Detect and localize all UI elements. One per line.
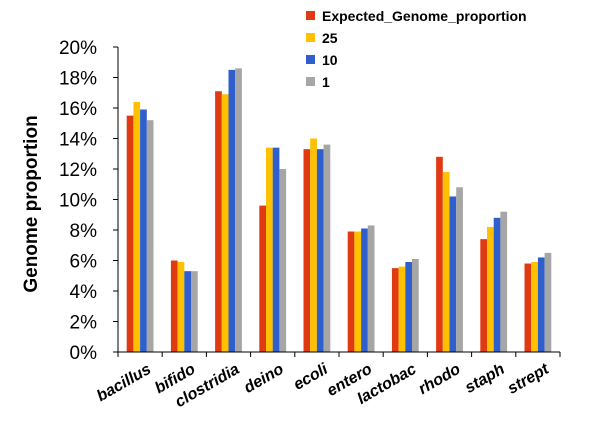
bar-bacillus-series-1	[133, 101, 141, 353]
bar-bacillus-series-2	[140, 109, 147, 353]
bar-staph-series-3	[500, 211, 508, 352]
bar-deino-series-2	[272, 147, 280, 352]
legend: Expected_Genome_proportion 25 10 1	[306, 8, 527, 90]
bar-entero-series-0	[347, 231, 355, 352]
legend-swatch	[306, 55, 315, 64]
x-category-label: deino	[241, 361, 287, 397]
bar-strept-series-1	[531, 262, 538, 352]
x-category-label: staph	[462, 361, 508, 397]
legend-label: 25	[322, 30, 338, 46]
bar-entero-series-2	[361, 228, 368, 352]
y-tick-label: 20%	[59, 38, 97, 59]
bar-clostridia-series-1	[221, 94, 229, 353]
x-category-label: strept	[505, 360, 553, 397]
bar-bifido-series-1	[177, 262, 185, 352]
bar-staph-series-0	[480, 239, 487, 352]
bar-lactobac-series-1	[398, 266, 406, 352]
legend-swatch	[306, 77, 315, 86]
bar-entero-series-1	[354, 231, 362, 352]
bar-lactobac-series-3	[412, 258, 419, 352]
bar-lactobac-series-2	[405, 262, 412, 352]
bar-clostridia-series-3	[235, 68, 242, 352]
bar-bacillus-series-3	[146, 120, 154, 352]
bar-rhodo-series-2	[449, 196, 457, 352]
bar-rhodo-series-1	[442, 172, 450, 352]
y-tick-label: 0%	[70, 343, 98, 364]
axes	[113, 46, 561, 357]
y-axis-title: Genome proportion	[21, 115, 42, 292]
x-category-label: rhodo	[416, 361, 464, 398]
bar-deino-series-1	[266, 147, 273, 352]
x-category-label: bacillus	[94, 361, 154, 406]
legend-swatch	[306, 11, 315, 20]
bar-staph-series-1	[487, 226, 494, 352]
bar-ecoli-series-3	[323, 144, 331, 352]
bar-ecoli-series-2	[316, 149, 324, 352]
y-tick-label: 12%	[59, 160, 97, 181]
y-tick-label: 16%	[59, 99, 97, 120]
bar-deino-series-0	[259, 205, 266, 352]
legend-label: Expected_Genome_proportion	[322, 8, 527, 24]
y-tick-label: 14%	[59, 130, 97, 151]
bar-staph-series-2	[493, 217, 501, 352]
bar-deino-series-3	[279, 169, 287, 352]
bar-strept-series-0	[524, 263, 532, 352]
bar-bifido-series-3	[191, 271, 198, 352]
y-tick-label: 18%	[59, 69, 97, 90]
bar-strept-series-3	[544, 252, 552, 352]
bar-rhodo-series-3	[456, 187, 463, 352]
bar-ecoli-series-1	[310, 138, 317, 352]
bar-clostridia-series-2	[228, 69, 236, 352]
bar-series-group	[126, 68, 552, 353]
y-tick-label: 6%	[70, 252, 98, 273]
legend-label: 10	[322, 52, 338, 68]
bar-clostridia-series-0	[215, 91, 222, 352]
legend-label: 1	[322, 74, 330, 90]
y-tick-label: 10%	[59, 191, 97, 212]
legend-swatch	[306, 33, 315, 42]
bar-entero-series-3	[367, 225, 375, 352]
bar-strept-series-2	[537, 257, 545, 352]
bar-ecoli-series-0	[303, 149, 311, 352]
y-tick-label: 8%	[70, 221, 98, 242]
bar-bifido-series-2	[184, 271, 191, 352]
bar-bifido-series-0	[170, 260, 178, 352]
y-tick-label: 4%	[70, 282, 98, 303]
bar-rhodo-series-0	[436, 156, 443, 352]
y-tick-label: 2%	[70, 313, 98, 334]
y-axis-tick-labels: 0% 2% 4% 6% 8% 10% 12% 14% 16% 18% 20%	[59, 38, 97, 364]
bar-lactobac-series-0	[391, 268, 399, 352]
bar-bacillus-series-0	[126, 115, 134, 352]
